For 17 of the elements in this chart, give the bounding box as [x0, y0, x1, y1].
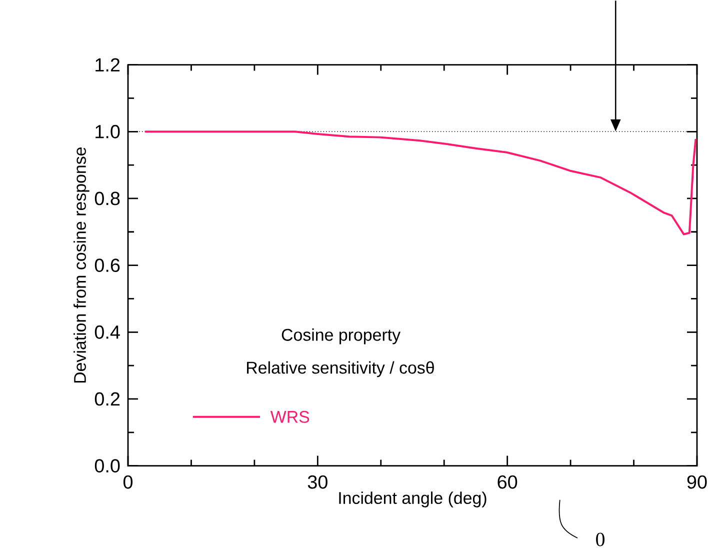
annotation: Relative sensitivity / cosθ — [247, 362, 434, 378]
x-tick-label: 0 — [123, 476, 133, 489]
x-tick-label: 30 — [308, 476, 328, 489]
y-tick-label: 0.2 — [94, 392, 120, 406]
y-tick-label: 1.0 — [96, 125, 120, 139]
y-tick-label: 0.6 — [94, 258, 120, 272]
y-axis-title: Deviation from cosine response — [74, 148, 90, 383]
x-tick-label: 90 — [687, 476, 707, 489]
y-tick-label: 0.0 — [94, 459, 120, 473]
x-tick-label: 60 — [498, 476, 518, 489]
y-tick-label: 1.2 — [96, 58, 120, 72]
text: 0 — [596, 532, 604, 546]
x-axis-title: Incident angle (deg) — [339, 492, 486, 508]
y-tick-label: 0.4 — [94, 326, 120, 340]
y-tick-label: 0.8 — [94, 192, 120, 206]
legend-label: WRS — [270, 411, 310, 424]
legend-title: Cosine property — [282, 328, 401, 344]
